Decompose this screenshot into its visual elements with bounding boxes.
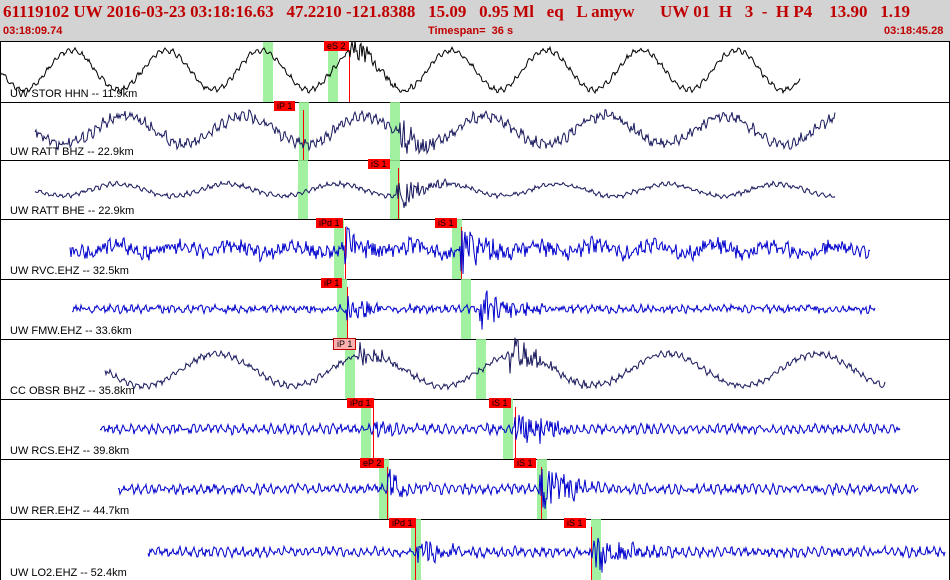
trace-label: UW RVC.EHZ -- 32.5km bbox=[10, 265, 129, 277]
pick-marker bbox=[349, 50, 350, 102]
pick-window bbox=[298, 160, 308, 219]
pick-window bbox=[390, 102, 400, 160]
trace-label: UW RCS.EHZ -- 39.8km bbox=[10, 445, 130, 457]
phase-pick-flag[interactable]: iS 1 bbox=[514, 458, 536, 468]
pick-marker bbox=[345, 227, 346, 279]
phase-pick-flag[interactable]: iP 1 bbox=[333, 338, 357, 350]
timespan: Timespan= 36 s bbox=[428, 25, 514, 37]
waveform-trace bbox=[99, 414, 901, 444]
waveform-trace bbox=[71, 290, 876, 330]
pick-window bbox=[461, 279, 471, 339]
trace-label: CC OBSR BHZ -- 35.8km bbox=[10, 385, 135, 397]
pick-window bbox=[537, 459, 547, 519]
phase-pick-flag[interactable]: iP 1 bbox=[321, 278, 343, 288]
pick-window bbox=[328, 42, 338, 102]
trace-label: UW RATT BHE -- 22.9km bbox=[10, 205, 135, 217]
phase-pick-flag[interactable]: iS 1 bbox=[489, 398, 511, 408]
seismogram-traces[interactable]: eS 2 UW STOR HHN -- 11.9km iP 1 UW RATT … bbox=[0, 41, 950, 580]
waveform-trace bbox=[117, 468, 919, 509]
waveform-trace bbox=[147, 537, 946, 573]
waveform-canvas bbox=[0, 42, 946, 573]
phase-pick-flag[interactable]: iS 1 bbox=[368, 159, 390, 169]
pick-window bbox=[503, 399, 513, 459]
event-header: 61119102 UW 2016-03-23 03:18:16.63 47.22… bbox=[0, 0, 950, 42]
phase-pick-flag[interactable]: iS 1 bbox=[564, 518, 586, 528]
trace-label: UW STOR HHN -- 11.9km bbox=[10, 88, 138, 100]
phase-pick-flag[interactable]: iPd 1 bbox=[347, 398, 374, 408]
start-time: 03:18:09.74 bbox=[3, 25, 63, 37]
pick-window bbox=[345, 339, 355, 399]
phase-pick-flag[interactable]: iPd 1 bbox=[316, 218, 343, 228]
trace-label: UW RER.EHZ -- 44.7km bbox=[10, 505, 130, 517]
phase-pick-flag[interactable]: iS 1 bbox=[435, 218, 457, 228]
phase-pick-flag[interactable]: iPd 1 bbox=[389, 518, 416, 528]
waveform-trace bbox=[69, 225, 871, 274]
waveform-trace bbox=[34, 177, 836, 208]
phase-pick-flag[interactable]: eS 2 bbox=[324, 41, 349, 51]
phase-pick-flag[interactable]: iP 1 bbox=[274, 101, 296, 111]
pick-marker bbox=[387, 467, 388, 519]
pick-window bbox=[299, 102, 309, 160]
waveform-trace bbox=[104, 337, 886, 391]
pick-window bbox=[390, 160, 400, 219]
trace-panel[interactable]: eS 2 UW STOR HHN -- 11.9km bbox=[0, 41, 950, 103]
trace-label: UW FMW.EHZ -- 33.6km bbox=[10, 325, 132, 337]
pick-marker bbox=[373, 407, 374, 459]
pick-window bbox=[263, 42, 273, 102]
pick-window bbox=[591, 519, 601, 580]
waveform-trace bbox=[0, 42, 801, 95]
event-title: 61119102 UW 2016-03-23 03:18:16.63 47.22… bbox=[3, 2, 910, 21]
end-time: 03:18:45.28 bbox=[884, 25, 944, 37]
trace-label: UW LO2.EHZ -- 52.4km bbox=[10, 567, 127, 579]
pick-marker bbox=[303, 110, 304, 160]
pick-window bbox=[361, 399, 371, 459]
phase-pick-flag[interactable]: eP 2 bbox=[360, 458, 385, 468]
trace-label: UW RATT BHZ -- 22.9km bbox=[10, 146, 134, 158]
waveform-trace bbox=[34, 109, 836, 155]
